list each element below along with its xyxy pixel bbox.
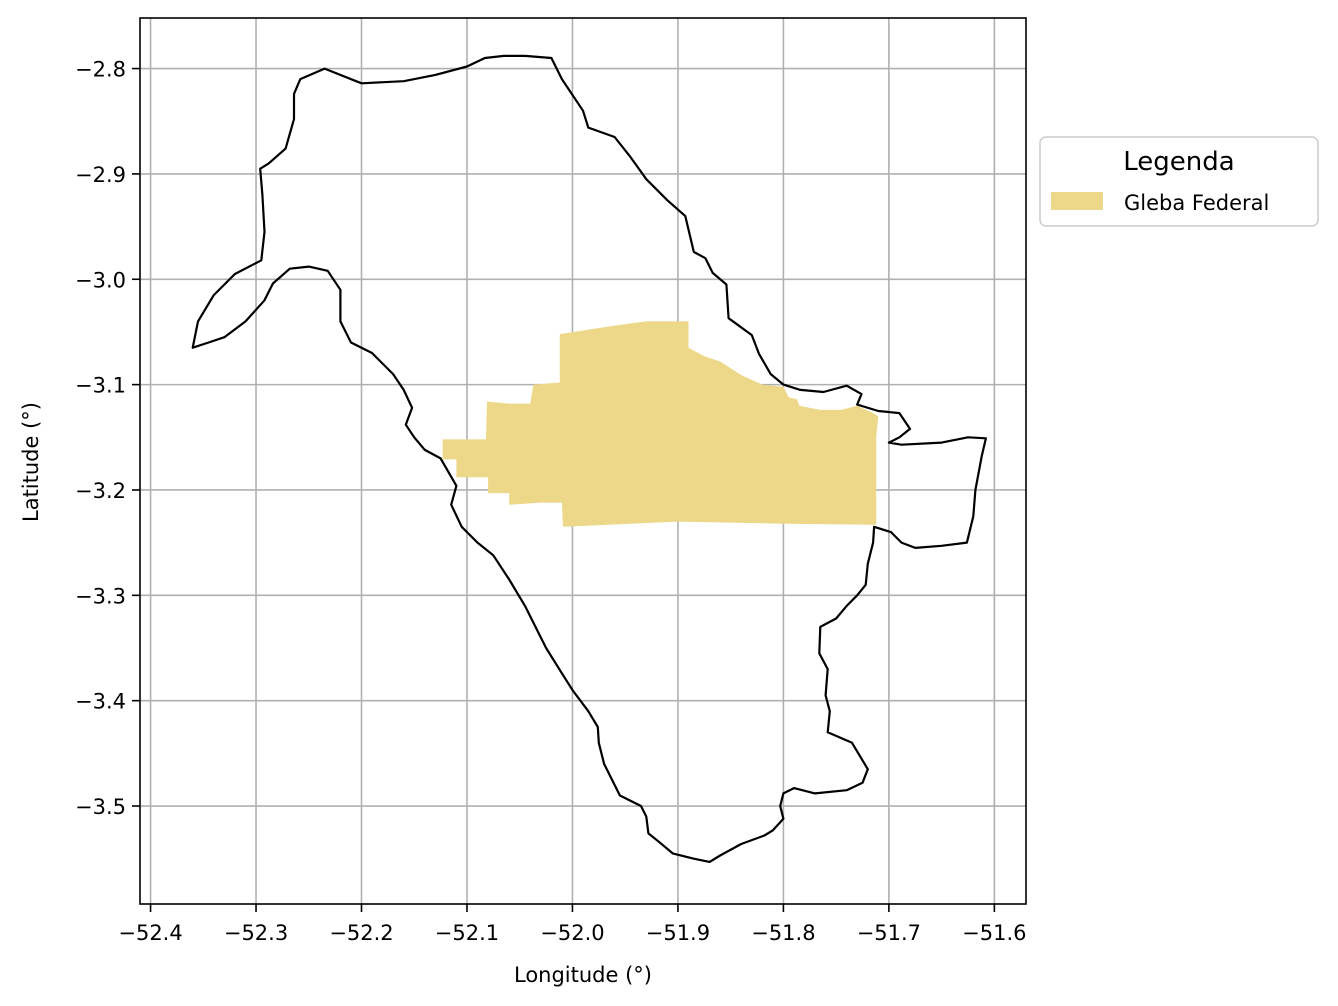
legend-title: Legenda xyxy=(1123,147,1234,177)
x-axis-ticks: −52.4 −52.3 −52.2 −52.1 −52.0 −51.9 −51.8 −51.7… xyxy=(118,904,1027,945)
x-tick-label-6: −51.8 xyxy=(751,921,815,945)
y-axis-label: Latitude (°) xyxy=(19,402,43,522)
x-tick-label-5: −51.9 xyxy=(646,921,710,945)
x-tick-label-7: −51.7 xyxy=(857,921,921,945)
x-tick-label-8: −51.6 xyxy=(962,921,1026,945)
axes-frame xyxy=(139,17,1027,905)
y-tick-label-4: −3.2 xyxy=(75,479,126,503)
y-tick-label-1: −2.9 xyxy=(75,163,126,187)
y-tick-label-7: −3.5 xyxy=(75,795,126,819)
legend-box xyxy=(1039,136,1319,227)
x-tick-label-4: −52.0 xyxy=(540,921,604,945)
legend-swatch-gleba-federal xyxy=(1051,192,1103,210)
y-tick-label-0: −2.8 xyxy=(75,58,126,82)
y-axis-ticks: −2.8 −2.9 −3.0 −3.1 −3.2 −3.3 −3.4 −3.5 xyxy=(75,58,140,819)
legend-label-gleba-federal: Gleba Federal xyxy=(1124,191,1269,215)
legend[interactable]: Legenda Gleba Federal xyxy=(1039,136,1319,227)
x-axis-label: Longitude (°) xyxy=(514,963,652,987)
y-tick-label-5: −3.3 xyxy=(75,584,126,608)
y-tick-label-3: −3.1 xyxy=(75,374,126,398)
x-tick-label-2: −52.2 xyxy=(329,921,393,945)
plot-area[interactable] xyxy=(139,17,1027,905)
y-tick-label-6: −3.4 xyxy=(75,690,126,714)
y-tick-label-2: −3.0 xyxy=(75,268,126,292)
x-tick-label-0: −52.4 xyxy=(118,921,182,945)
gleba-federal-area[interactable] xyxy=(442,321,879,527)
municipality-boundary[interactable] xyxy=(191,54,987,863)
x-tick-label-1: −52.3 xyxy=(224,921,288,945)
x-tick-label-3: −52.1 xyxy=(435,921,499,945)
